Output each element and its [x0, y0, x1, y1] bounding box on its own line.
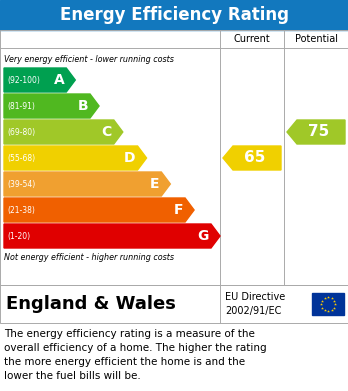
Text: Not energy efficient - higher running costs: Not energy efficient - higher running co… — [4, 253, 174, 262]
Polygon shape — [4, 94, 99, 118]
Bar — [0, 0, 348, 30]
Polygon shape — [223, 146, 281, 170]
Polygon shape — [287, 120, 345, 144]
Text: Potential: Potential — [294, 34, 338, 44]
Text: (92-100): (92-100) — [7, 75, 40, 84]
Text: 65: 65 — [244, 151, 266, 165]
Text: F: F — [174, 203, 183, 217]
Bar — [0, 30, 348, 285]
Text: (69-80): (69-80) — [7, 127, 35, 136]
Text: D: D — [124, 151, 136, 165]
Text: (21-38): (21-38) — [7, 206, 35, 215]
Polygon shape — [4, 120, 123, 144]
Bar — [312, 293, 344, 315]
Text: B: B — [77, 99, 88, 113]
Text: (81-91): (81-91) — [7, 102, 35, 111]
Polygon shape — [4, 224, 220, 248]
Text: (1-20): (1-20) — [7, 231, 30, 240]
Text: EU Directive: EU Directive — [225, 292, 285, 302]
Text: Energy Efficiency Rating: Energy Efficiency Rating — [60, 6, 288, 24]
Polygon shape — [4, 68, 75, 92]
Polygon shape — [4, 172, 170, 196]
Text: 75: 75 — [308, 124, 330, 140]
Text: Very energy efficient - lower running costs: Very energy efficient - lower running co… — [4, 55, 174, 64]
Text: Current: Current — [234, 34, 270, 44]
Text: (39-54): (39-54) — [7, 179, 35, 188]
Text: (55-68): (55-68) — [7, 154, 35, 163]
Text: The energy efficiency rating is a measure of the
overall efficiency of a home. T: The energy efficiency rating is a measur… — [4, 329, 267, 381]
Text: A: A — [54, 73, 64, 87]
Text: G: G — [198, 229, 209, 243]
Text: E: E — [150, 177, 159, 191]
Polygon shape — [4, 146, 147, 170]
Text: 2002/91/EC: 2002/91/EC — [225, 306, 282, 316]
Text: C: C — [102, 125, 112, 139]
Text: England & Wales: England & Wales — [6, 295, 176, 313]
Polygon shape — [4, 198, 194, 222]
Bar — [0, 285, 348, 323]
